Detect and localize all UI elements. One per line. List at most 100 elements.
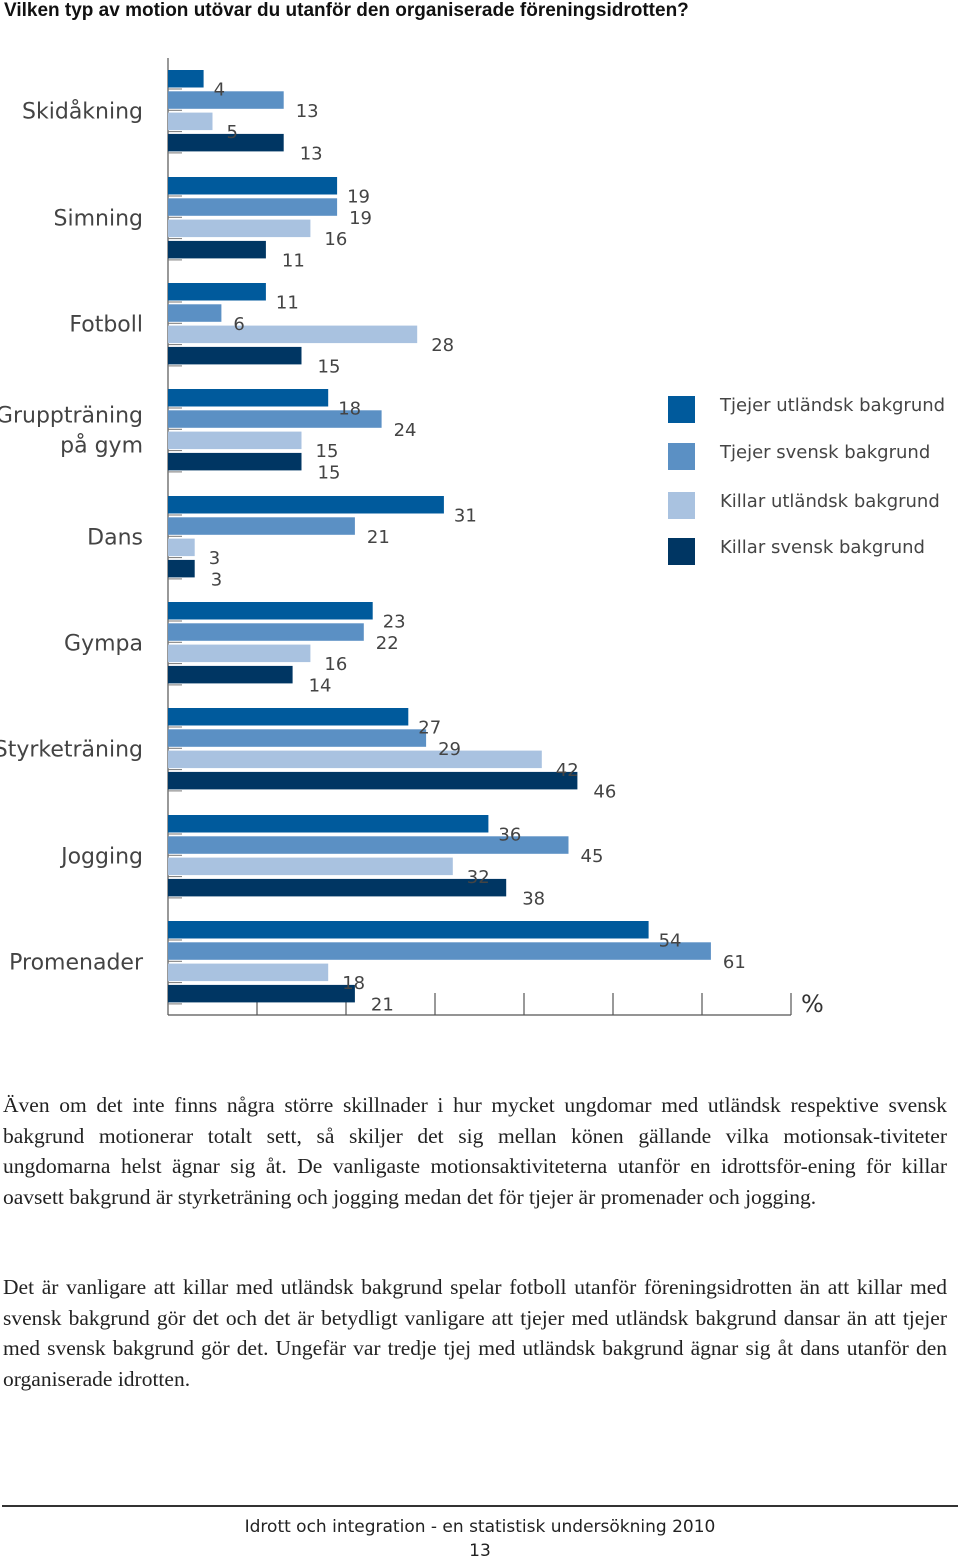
legend-swatch [668, 396, 695, 423]
value-label: 31 [454, 506, 477, 527]
page-title: Vilken typ av motion utövar du utanför d… [4, 0, 689, 21]
category-label: Gympa [64, 632, 143, 657]
bar [168, 878, 507, 897]
unit-label: % [801, 990, 824, 1018]
value-label: 3 [211, 569, 222, 590]
value-label: 5 [227, 122, 238, 143]
bar [168, 133, 284, 152]
category-label: Gruppträning [0, 404, 143, 429]
category-label: Promenader [9, 951, 144, 976]
page-number: 13 [469, 1541, 491, 1561]
bar [168, 984, 355, 1003]
value-label: 19 [347, 187, 370, 208]
bar [168, 857, 453, 876]
bar [168, 177, 338, 195]
bar [168, 729, 427, 747]
category-label: Skidåkning [22, 99, 143, 125]
bar [168, 325, 418, 344]
value-label: 15 [318, 462, 341, 483]
value-label: 21 [367, 527, 390, 548]
bar [168, 219, 311, 238]
category-label: Fotboll [69, 313, 143, 338]
bar [168, 70, 204, 88]
value-label: 15 [318, 356, 341, 377]
value-label: 14 [309, 675, 332, 696]
value-label: 27 [418, 718, 441, 739]
value-label: 54 [659, 931, 682, 952]
legend-label: Killar utländsk bakgrund [720, 491, 940, 512]
bar [168, 304, 222, 322]
value-label: 15 [316, 441, 339, 462]
value-label: 13 [300, 143, 323, 164]
category-label: Jogging [59, 845, 143, 870]
legend-swatch [668, 492, 695, 519]
bar [168, 921, 649, 939]
bar [168, 346, 302, 365]
bar [168, 836, 569, 854]
value-label: 4 [214, 80, 225, 101]
value-label: 3 [209, 548, 220, 569]
category-label: Simning [54, 207, 143, 232]
value-label: 23 [383, 612, 406, 633]
value-label: 24 [394, 420, 417, 441]
bar [168, 963, 329, 982]
bar [168, 452, 302, 471]
bar [168, 283, 266, 301]
legend-label: Killar svensk bakgrund [720, 537, 925, 558]
category-label: Dans [87, 526, 143, 551]
legend-swatch [668, 443, 695, 470]
chart-bars [168, 70, 711, 1005]
bar [168, 644, 311, 663]
value-label: 13 [296, 101, 319, 122]
legend-swatch [668, 538, 695, 565]
value-label: 16 [324, 654, 347, 675]
value-label: 18 [338, 399, 361, 420]
bar [168, 665, 293, 684]
footer-divider [2, 1505, 958, 1507]
category-label: på gym [60, 433, 143, 459]
bar [168, 496, 444, 514]
bar [168, 815, 489, 833]
body-paragraph-2: Det är vanligare att killar med utländsk… [3, 1275, 947, 1391]
bar [168, 198, 338, 216]
bar [168, 389, 329, 407]
legend-label: Tjejer svensk bakgrund [719, 442, 930, 463]
value-label: 46 [593, 781, 616, 802]
bar [168, 559, 195, 578]
bar [168, 623, 364, 641]
value-label: 38 [522, 888, 545, 909]
footer-title: Idrott och integration - en statistisk u… [244, 1517, 716, 1537]
bar [168, 410, 382, 428]
value-label: 21 [371, 994, 394, 1015]
bar [168, 750, 542, 769]
value-label: 11 [282, 250, 305, 271]
value-label: 42 [556, 760, 579, 781]
value-label: 19 [349, 208, 372, 229]
value-label: 16 [324, 229, 347, 250]
chart-value-labels: 4135131919161111628151824151531213323221… [209, 80, 746, 1016]
bar [168, 771, 578, 790]
body-paragraph-1: Även om det inte finns några större skil… [3, 1093, 947, 1209]
value-label: 45 [581, 846, 604, 867]
bar [168, 91, 284, 109]
bar [168, 538, 195, 557]
bar [168, 240, 266, 259]
bar-chart: % 41351319191611116281518241515312133232… [0, 58, 945, 1018]
value-label: 29 [438, 739, 461, 760]
value-label: 22 [376, 633, 399, 654]
value-label: 6 [233, 314, 244, 335]
category-label: Styrketräning [0, 738, 143, 763]
bar [168, 942, 711, 960]
value-label: 32 [467, 867, 490, 888]
value-label: 11 [276, 293, 299, 314]
bar [168, 112, 213, 131]
bar [168, 602, 373, 620]
chart-legend: Tjejer utländsk bakgrund Tjejer svensk ba… [668, 395, 945, 565]
bar [168, 708, 409, 726]
chart-category-labels: Skidåkning Simning Fotboll Gruppträning på g… [0, 99, 144, 976]
value-label: 28 [431, 335, 454, 356]
value-label: 18 [342, 973, 365, 994]
bar [168, 431, 302, 450]
bar [168, 517, 355, 535]
legend-label: Tjejer utländsk bakgrund [719, 395, 945, 416]
